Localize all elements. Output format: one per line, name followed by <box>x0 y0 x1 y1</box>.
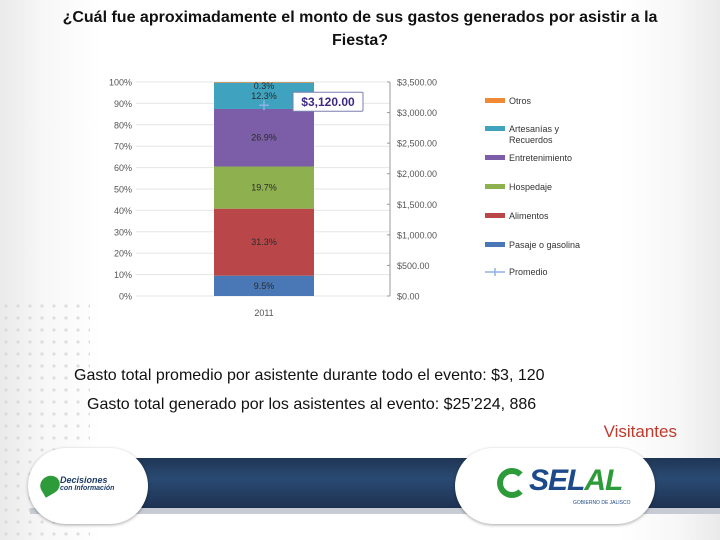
left-axis-tick-label: 70% <box>114 142 132 152</box>
bar-segment-label: 26.9% <box>251 133 277 143</box>
bar-segment <box>214 208 314 276</box>
legend-label: Alimentos <box>509 211 549 221</box>
category-label: 2011 <box>254 308 273 318</box>
legend-label: Promedio <box>509 267 548 277</box>
right-axis-tick-label: $0.00 <box>397 292 420 302</box>
logo-left-line-2: con Información <box>60 485 115 492</box>
logo-left-line-1: Decisiones <box>60 475 108 485</box>
average-spend-text: Gasto total promedio por asistente duran… <box>74 367 545 384</box>
left-axis-tick-label: 90% <box>114 99 132 109</box>
left-axis-tick-label: 60% <box>114 163 132 173</box>
logo-right-word-b: AL <box>584 464 623 497</box>
right-axis-tick-label: $3,000.00 <box>397 108 437 118</box>
right-axis-tick-label: $1,000.00 <box>397 230 437 240</box>
logo-right-word: SELAL <box>499 464 623 498</box>
section-label: Visitantes <box>603 422 677 441</box>
left-axis-tick-label: 0% <box>119 292 132 302</box>
bar-segment-label: 12.3% <box>251 91 277 101</box>
logo-right-word-a: SEL <box>529 464 585 497</box>
slide-title: ¿Cuál fue aproximadamente el monto de su… <box>10 6 710 52</box>
logo-right-subtitle: GOBIERNO DE JALISCO <box>573 500 631 506</box>
left-axis-tick-label: 80% <box>114 120 132 130</box>
left-axis-tick-label: 50% <box>114 185 132 195</box>
right-axis-tick-label: $2,000.00 <box>397 169 437 179</box>
right-axis-tick-label: $1,500.00 <box>397 200 437 210</box>
left-axis-tick-label: 10% <box>114 270 132 280</box>
right-axis-tick-label: $3,500.00 <box>397 78 437 88</box>
legend-swatch <box>485 155 505 160</box>
legend-label: Otros <box>509 96 532 106</box>
slide-title-line-1: ¿Cuál fue aproximadamente el monto de su… <box>62 9 658 26</box>
legend-swatch <box>485 126 505 131</box>
legend-swatch <box>485 242 505 247</box>
ring-icon <box>497 468 527 498</box>
legend-label: Recuerdos <box>509 135 553 145</box>
promedio-label: $3,120.00 <box>301 95 355 109</box>
promedio-label-box <box>292 91 364 112</box>
legend-label: Artesanías y <box>509 124 560 134</box>
decisiones-logo: Decisiones con Información <box>28 448 148 524</box>
bar-segment <box>214 166 314 209</box>
footer-stripe <box>30 508 720 514</box>
slide-title-line-2: Fiesta? <box>331 32 388 49</box>
legend-swatch <box>485 213 505 218</box>
bar-segment <box>214 82 314 83</box>
stacked-bar-chart-svg: 0% 10% 20% 30% 40% 50% 60% 70% 80% 90% 100% $0.00 $5… <box>109 78 580 319</box>
bar-segment-label: 0.3% <box>254 81 275 91</box>
left-axis-tick-label: 20% <box>114 249 132 259</box>
legend-label: Hospedaje <box>509 182 552 192</box>
chart: 0% 10% 20% 30% 40% 50% 60% 70% 80% 90% 100% $0.00 $5… <box>90 70 610 330</box>
bar-segment-label: 19.7% <box>251 183 277 193</box>
legend-swatch <box>485 184 505 189</box>
right-axis-tick-label: $2,500.00 <box>397 139 437 149</box>
bar-segment-label: 31.3% <box>251 237 277 247</box>
bar-segment <box>214 275 314 296</box>
legend-label: Pasaje o gasolina <box>509 240 580 250</box>
bar-segment-label: 9.5% <box>254 281 275 291</box>
legend-label: Entretenimiento <box>509 153 572 163</box>
secturjal-logo: SELAL GOBIERNO DE JALISCO <box>455 448 655 524</box>
bar-segment <box>214 108 314 167</box>
total-spend-text: Gasto total generado por los asistentes … <box>87 396 537 413</box>
left-axis-tick-label: 100% <box>109 78 132 88</box>
left-axis-tick-label: 30% <box>114 227 132 237</box>
legend-swatch <box>485 98 505 103</box>
left-axis-tick-label: 40% <box>114 206 132 216</box>
right-axis-tick-label: $500.00 <box>397 261 430 271</box>
